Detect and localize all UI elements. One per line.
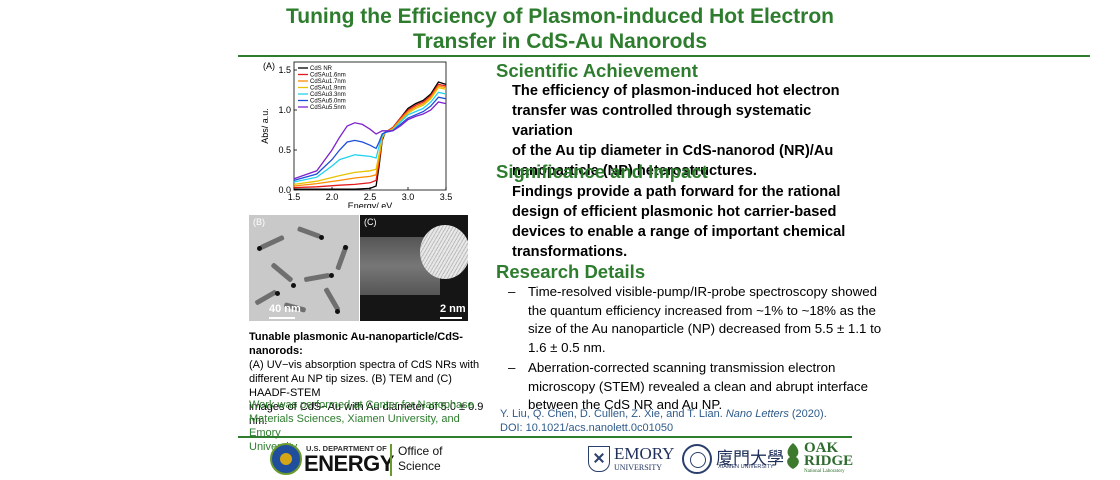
legend-label: CdSAu3.3nm: [310, 92, 346, 98]
caption-line: different Au NP tip sizes. (B) TEM and (…: [249, 373, 452, 399]
legend-label: CdS NR: [310, 66, 333, 72]
achievement-line: The efficiency of plasmon-induced hot el…: [512, 83, 840, 99]
x-tick-label: 2.0: [326, 192, 339, 202]
impact-text: Findings provide a path forward for the …: [512, 182, 872, 262]
reference-line-1: Y. Liu, Q. Chen, D. Cullen, Z. Xie, and …: [500, 407, 880, 421]
panel-b-label: (B): [253, 217, 265, 227]
caption-line: images of CdS−Au with Au diameter of 5.0…: [249, 401, 484, 427]
title-line-2: Transfer in CdS-Au Nanorods: [412, 30, 708, 53]
x-tick-label: 1.5: [288, 192, 301, 202]
bullet-line: between the CdS NR and Au NP.: [528, 397, 723, 412]
achievement-line: transfer was controlled through systemat…: [512, 103, 812, 139]
legend-label: CdSAu5.5nm: [310, 105, 346, 111]
footer-divider: [238, 436, 852, 438]
title-line-1: Tuning the Efficiency of Plasmon-induced…: [286, 5, 834, 28]
xiamen-en-text: XIAMEN UNIVERSITY: [718, 464, 774, 470]
x-axis-label: Energy/ eV: [348, 201, 393, 208]
impact-line: transformations.: [512, 244, 628, 260]
bullet-line: size of the Au nanoparticle (NP) decreas…: [528, 321, 882, 336]
legend-label: CdSAu1.9nm: [310, 86, 346, 92]
bullet-dash: –: [508, 360, 516, 375]
achievement-line: of the Au tip diameter in CdS-nanorod (N…: [512, 143, 834, 159]
tem-image: (B) 40 nm: [249, 215, 359, 321]
stem-scale-bar: [440, 317, 462, 319]
achievement-text: The efficiency of plasmon-induced hot el…: [512, 81, 872, 181]
ornl-oak-text: OAK: [804, 440, 839, 456]
office-of-science: Office of Science: [398, 444, 442, 474]
bullet-line: the quantum efficiency increased from ~1…: [528, 302, 876, 318]
ornl-ridge-text: RIDGE: [804, 453, 854, 469]
panel-c-label: (C): [364, 217, 377, 227]
legend-label: CdSAu5.0nm: [310, 99, 346, 105]
tem-scale-bar: [269, 317, 295, 319]
reference: Y. Liu, Q. Chen, D. Cullen, Z. Xie, and …: [500, 407, 880, 435]
bullet-line: 1.6 ± 0.5 nm.: [528, 339, 606, 355]
oak-leaf-icon: [784, 442, 802, 470]
tem-scale-label: 40 nm: [269, 303, 301, 315]
y-tick-label: 1.5: [278, 65, 291, 75]
page-title: Tuning the Efficiency of Plasmon-induced…: [240, 4, 880, 54]
reference-doi: DOI: 10.1021/acs.nanolett.0c01050: [500, 422, 674, 434]
impact-heading: Significance and Impact: [496, 161, 708, 182]
impact-line: design of efficient plasmonic hot carrie…: [512, 204, 837, 220]
title-divider: [238, 55, 1090, 57]
panel-a-label: (A): [263, 61, 275, 71]
details-heading: Research Details: [496, 261, 646, 282]
doe-main-text: ENERGY: [304, 451, 394, 476]
y-tick-label: 0.5: [278, 145, 291, 155]
series-line: [293, 101, 447, 180]
x-tick-label: 3.5: [440, 192, 453, 202]
legend-label: CdSAu1.7nm: [310, 79, 346, 85]
x-tick-label: 2.5: [364, 192, 377, 202]
caption-line: (A) UV−vis absorption spectra of CdS NRs…: [249, 359, 480, 371]
legend-label: CdSAu1.6nm: [310, 73, 346, 79]
y-tick-label: 0.0: [278, 185, 291, 195]
bullet-dash: –: [508, 284, 516, 299]
y-axis-label: Abs/ a.u.: [260, 108, 270, 144]
bullet-line: microscopy (STEM) revealed a clean and a…: [528, 378, 868, 394]
impact-line: devices to enable a range of important c…: [512, 224, 846, 240]
series-line: [293, 96, 447, 182]
achievement-line: nanoparticle (NP) heterostructures.: [512, 163, 757, 179]
stem-image: (C) 2 nm: [360, 215, 468, 321]
emory-text: EMORY: [614, 444, 675, 463]
details-list: – Time-resolved visible-pump/IR-probe sp…: [508, 283, 888, 415]
logo-divider: [390, 444, 392, 476]
details-bullet: – Aberration-corrected scanning transmis…: [508, 359, 888, 415]
reference-authors: Y. Liu, Q. Chen, D. Cullen, Z. Xie, and …: [500, 408, 723, 420]
absorption-chart: (A) 1.5 2.0 2.5 3.0 3.5 0.0 0.5 1.0 1.5 Energy/ e…: [260, 61, 453, 208]
y-tick-label: 1.0: [278, 105, 291, 115]
x-tick-label: 3.0: [402, 192, 415, 202]
emory-shield-icon: [588, 446, 610, 472]
doe-top-text: U.S. DEPARTMENT OF: [306, 444, 387, 453]
office-line: Science: [398, 459, 441, 473]
series-line: [293, 91, 447, 183]
doe-seal-icon: [270, 443, 302, 475]
emory-university-text: UNIVERSITY: [614, 463, 662, 472]
bullet-line: Time-resolved visible-pump/IR-probe spec…: [528, 284, 878, 299]
stem-scale-label: 2 nm: [440, 303, 466, 315]
achievement-heading: Scientific Achievement: [496, 60, 698, 81]
bullet-line: Aberration-corrected scanning transmissi…: [528, 360, 836, 375]
impact-line: Findings provide a path forward for the …: [512, 184, 841, 200]
ornl-lab-text: National Laboratory: [804, 469, 845, 474]
xiamen-cn-text: 廈門大學: [716, 449, 784, 468]
caption-title: Tunable plasmonic Au-nanoparticle/CdS-na…: [249, 331, 463, 357]
figure-caption: Tunable plasmonic Au-nanoparticle/CdS-na…: [249, 330, 494, 428]
reference-year: (2020).: [791, 408, 827, 420]
office-line: Office of: [398, 444, 443, 458]
details-bullet: – Time-resolved visible-pump/IR-probe sp…: [508, 283, 888, 357]
xiamen-seal-icon: [682, 444, 712, 474]
work-note-line: Work was performed at Center for Nanopha…: [249, 399, 474, 411]
reference-journal: Nano Letters: [725, 408, 789, 420]
